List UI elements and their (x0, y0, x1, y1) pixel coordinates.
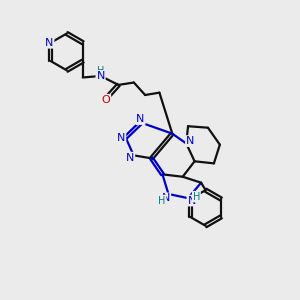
Text: O: O (101, 95, 110, 105)
Text: N: N (188, 196, 196, 206)
Text: H: H (193, 192, 200, 202)
Text: N: N (136, 114, 145, 124)
Text: N: N (162, 194, 170, 203)
Text: H: H (158, 196, 166, 206)
Text: N: N (186, 136, 194, 146)
Text: H: H (97, 66, 104, 76)
Text: N: N (117, 133, 125, 142)
Text: N: N (96, 71, 105, 81)
Text: N: N (126, 153, 134, 163)
Text: N: N (45, 38, 53, 48)
